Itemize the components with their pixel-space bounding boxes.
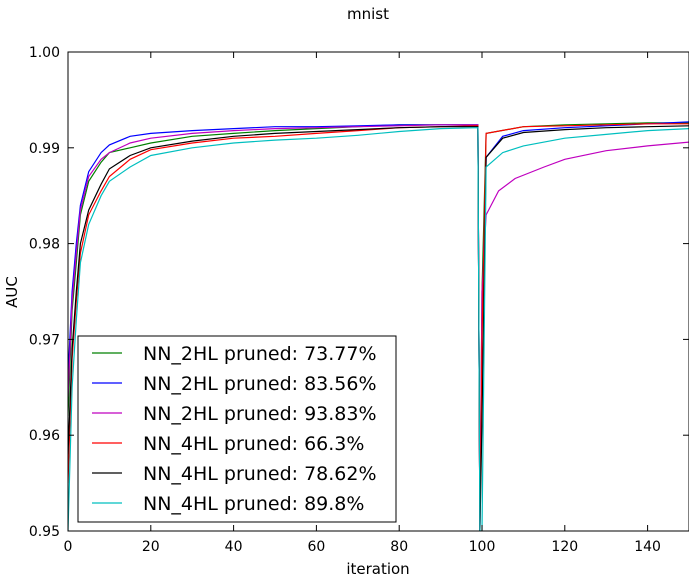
legend-label-6: NN_4HL pruned: 89.8% bbox=[143, 493, 364, 515]
series-line-6 bbox=[68, 127, 689, 531]
x-tick-label: 140 bbox=[634, 539, 661, 555]
x-tick-label: 20 bbox=[142, 539, 160, 555]
legend-label-5: NN_4HL pruned: 78.62% bbox=[143, 463, 377, 485]
x-tick-label: 0 bbox=[64, 539, 73, 555]
legend-label-3: NN_2HL pruned: 93.83% bbox=[143, 403, 377, 425]
x-tick-label: 120 bbox=[551, 539, 578, 555]
y-axis-ticks: 0.95 0.96 0.97 0.98 0.99 1.00 bbox=[29, 45, 689, 540]
legend-label-2: NN_2HL pruned: 83.56% bbox=[143, 373, 377, 395]
y-tick-label: 0.97 bbox=[29, 332, 60, 348]
x-tick-label: 60 bbox=[307, 539, 325, 555]
x-tick-label: 80 bbox=[390, 539, 408, 555]
x-axis-label: iteration bbox=[346, 560, 409, 578]
series-line-2 bbox=[68, 121, 689, 531]
y-tick-label: 0.96 bbox=[29, 428, 60, 444]
y-tick-label: 1.00 bbox=[29, 45, 60, 61]
legend-box bbox=[77, 335, 397, 523]
legend-label-4: NN_4HL pruned: 66.3% bbox=[143, 433, 364, 455]
x-axis-ticks: 0 20 40 60 80 100 120 140 bbox=[64, 52, 661, 555]
series-line-4 bbox=[68, 123, 689, 531]
y-tick-label: 0.95 bbox=[29, 524, 60, 540]
chart-title: mnist bbox=[347, 5, 389, 23]
x-tick-label: 40 bbox=[225, 539, 243, 555]
y-tick-label: 0.99 bbox=[29, 141, 60, 157]
y-axis-label: AUC bbox=[3, 276, 21, 308]
series-layer bbox=[68, 121, 689, 531]
series-line-5 bbox=[68, 125, 689, 531]
legend-label-1: NN_2HL pruned: 73.77% bbox=[143, 343, 377, 365]
y-tick-label: 0.98 bbox=[29, 237, 60, 253]
series-line-3 bbox=[68, 124, 689, 531]
plot-frame bbox=[67, 51, 689, 532]
x-tick-label: 100 bbox=[469, 539, 496, 555]
legend: NN_2HL pruned: 73.77% NN_2HL pruned: 83.5… bbox=[77, 335, 397, 523]
